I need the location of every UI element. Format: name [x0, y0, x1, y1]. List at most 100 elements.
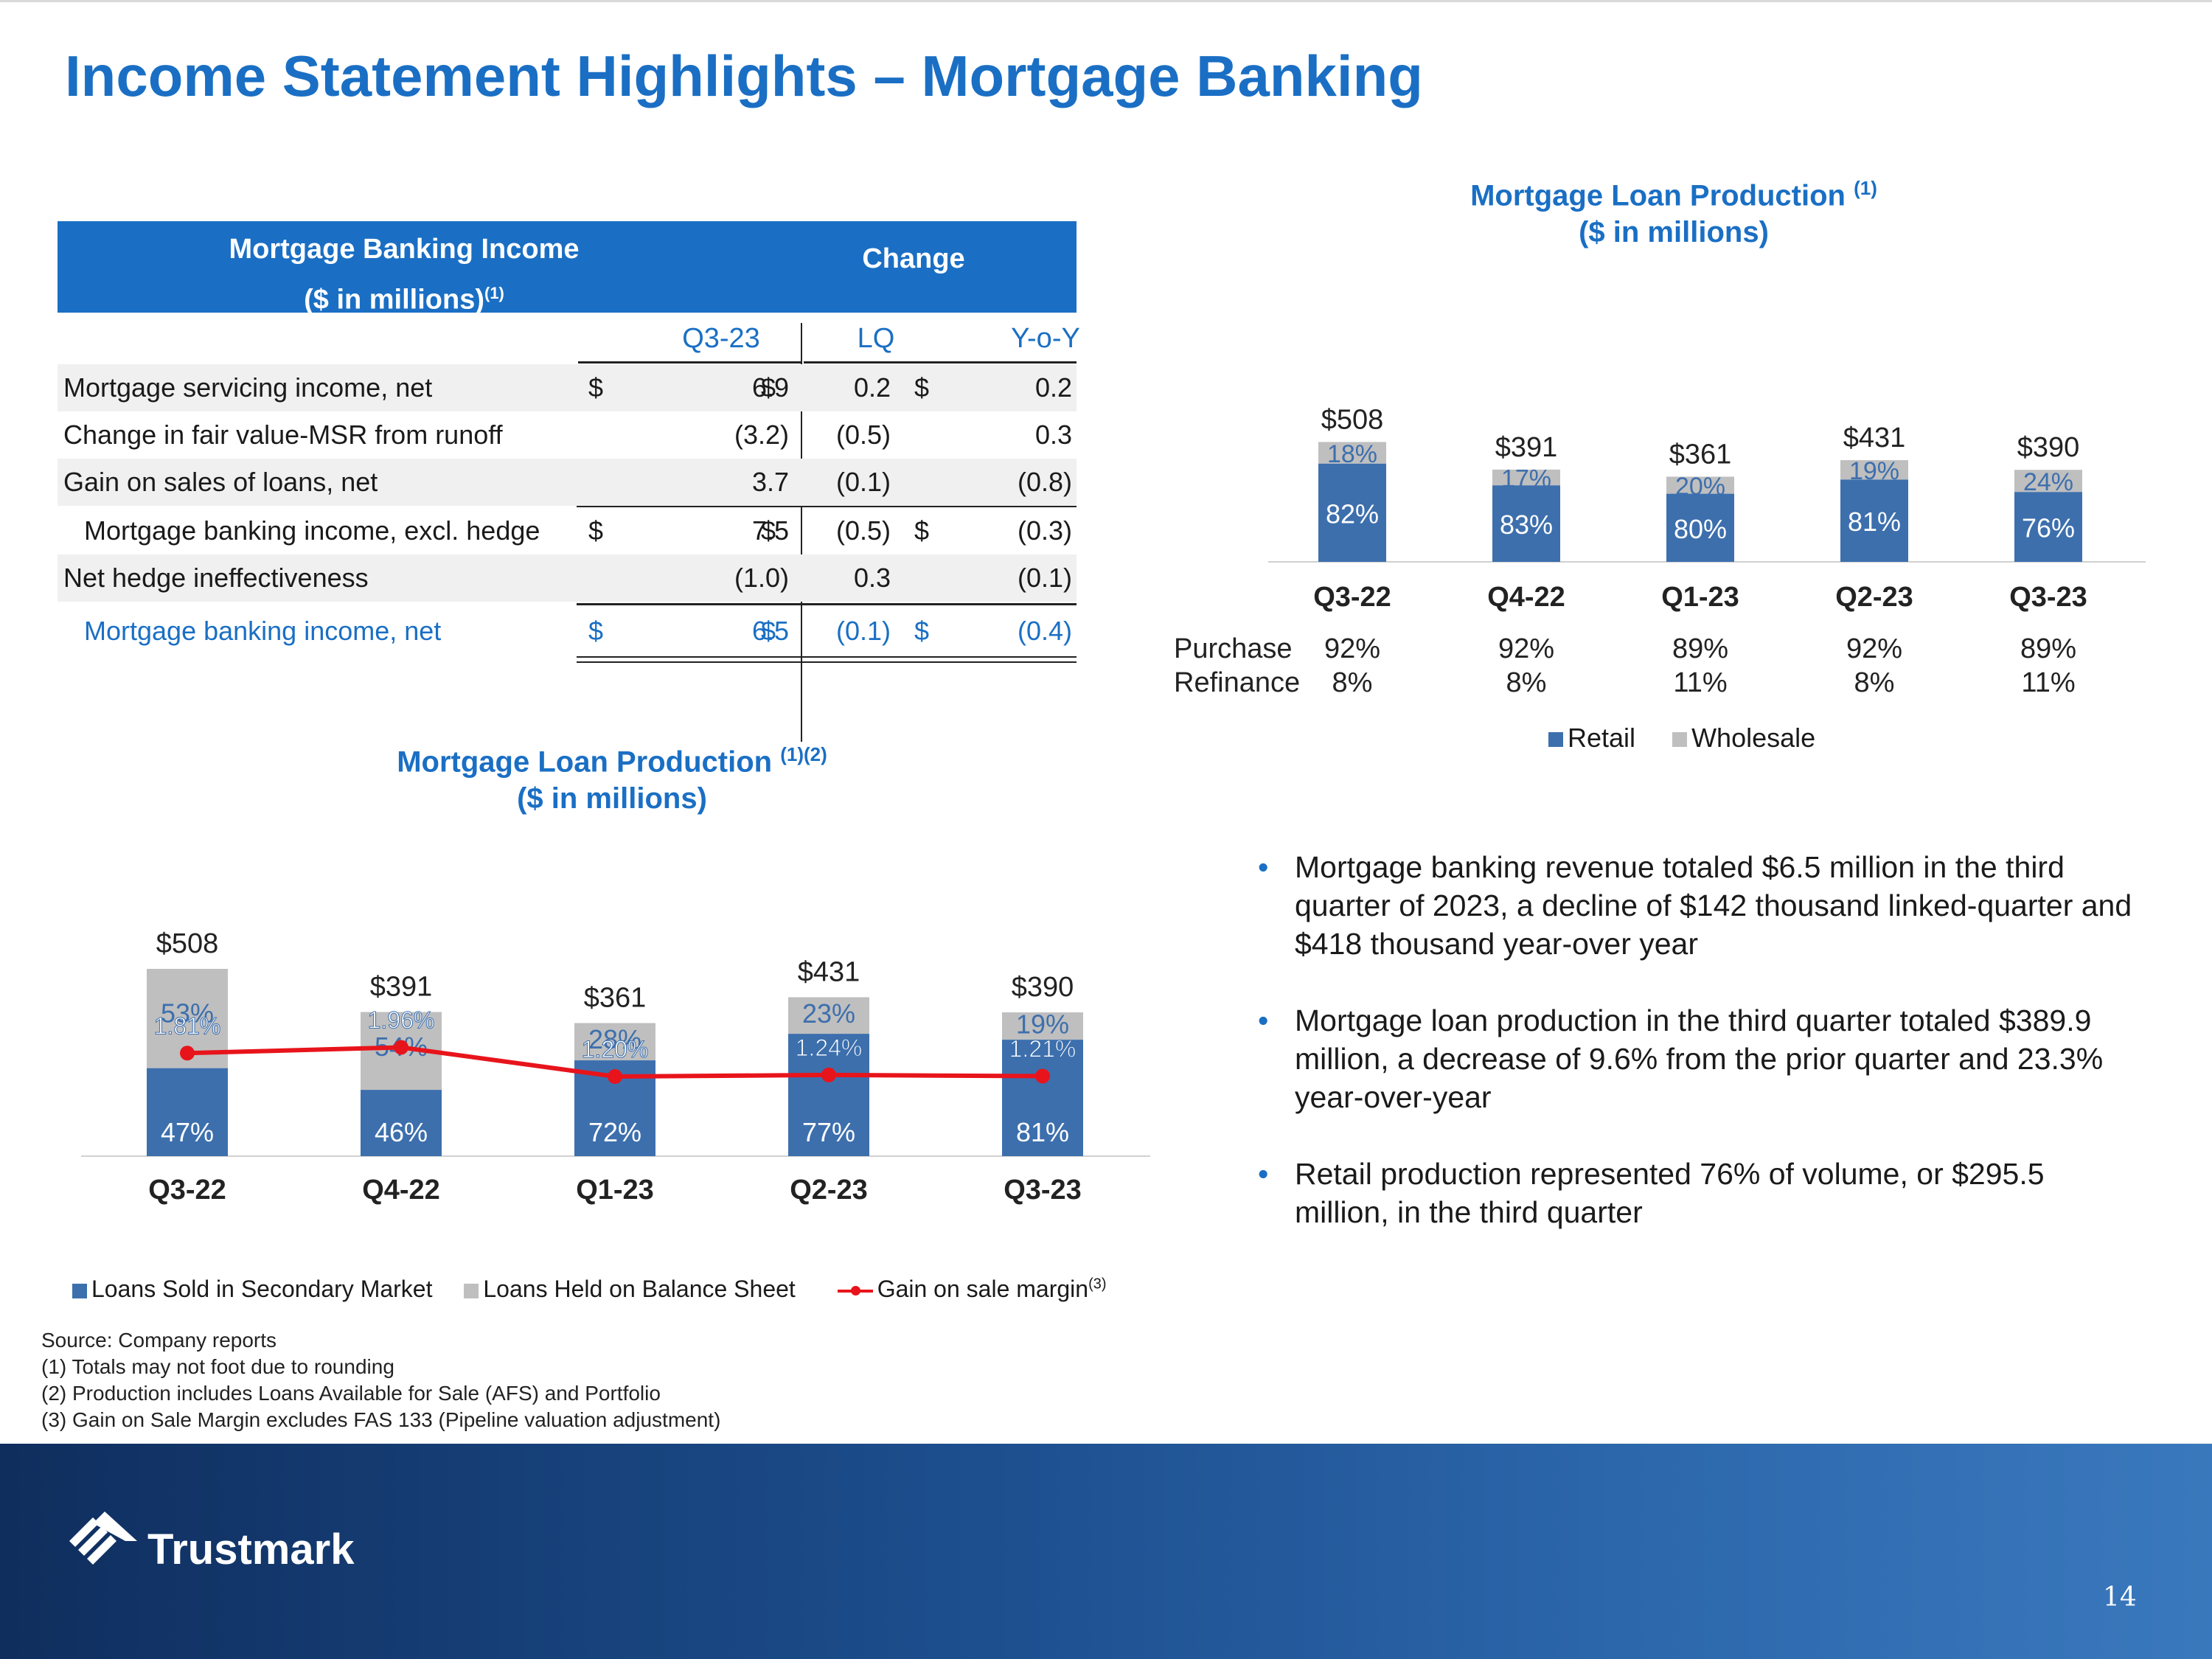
margin-point	[394, 1040, 408, 1055]
purchase-value: 92%	[1324, 633, 1380, 664]
data-label-total: $431	[798, 957, 860, 988]
row-label: Change in fair value-MSR from runoff	[63, 420, 503, 450]
dollar-sign: $	[914, 515, 930, 546]
margin-label: 1.20%	[582, 1036, 649, 1062]
x-tick-label: Q3-22	[1313, 582, 1391, 613]
x-tick-label: Q4-22	[1487, 582, 1565, 613]
dollar-sign: $	[761, 515, 776, 546]
production-chart-legend: Loans Sold in Secondary Market Loans Hel…	[72, 1276, 1107, 1303]
refinance-value: 11%	[2021, 667, 2075, 698]
table-row: Mortgage banking income, excl. hedge $ 7…	[58, 507, 1077, 554]
column-separator	[801, 323, 802, 742]
data-label-total: $508	[156, 928, 219, 959]
data-label-total: $391	[1495, 432, 1558, 463]
page-title: Income Statement Highlights – Mortgage B…	[65, 44, 1423, 108]
footnote: (3) Gain on Sale Margin excludes FAS 133…	[41, 1408, 721, 1431]
dollar-sign: $	[588, 616, 604, 646]
row-label: Mortgage banking income, excl. hedge	[84, 515, 540, 546]
retail-chart-title-sup: (1)	[1854, 177, 1877, 199]
row-label: Mortgage servicing income, net	[63, 372, 433, 403]
table-header-title-line2: ($ in millions)	[304, 284, 484, 316]
double-underline	[577, 656, 1077, 663]
bar-wholesale	[1318, 442, 1386, 464]
footnote: Source: Company reports	[41, 1329, 277, 1352]
col-rule-q	[578, 361, 801, 364]
x-tick-label: Q1-23	[576, 1175, 654, 1206]
x-tick-label: Q1-23	[1661, 582, 1739, 613]
data-label-total: $508	[1321, 404, 1384, 435]
table-row: Gain on sales of loans, net 3.7 (0.1) (0…	[58, 459, 1077, 506]
retail-chart-legend: Retail Wholesale	[1548, 723, 1815, 754]
retail-chart-title-text: Mortgage Loan Production	[1470, 179, 1846, 212]
lq-value: 0.2	[853, 372, 891, 403]
q3-23-value: 6.5	[751, 616, 789, 646]
top-rule	[0, 0, 2212, 2]
purchase-value: 92%	[1846, 633, 1902, 664]
bar-wholesale	[2014, 470, 2082, 493]
bullet-text: Mortgage banking revenue totaled $6.5 mi…	[1295, 850, 2132, 961]
table-header-title-line1: Mortgage Banking Income	[229, 234, 580, 265]
data-label-retail: 76%	[2022, 513, 2075, 543]
table-header-title: Mortgage Banking Income ($ in millions)(…	[58, 227, 751, 322]
margin-point	[821, 1067, 836, 1082]
data-label-sold: 81%	[1016, 1117, 1069, 1147]
bullet-list: • Mortgage banking revenue totaled $6.5 m…	[1253, 848, 2138, 1270]
x-tick-label: Q3-23	[1004, 1175, 1082, 1206]
legend-swatch-retail	[1548, 732, 1563, 748]
bar-sold	[1002, 1040, 1083, 1156]
data-label-retail: 82%	[1326, 498, 1379, 529]
data-label-wholesale: 19%	[1849, 457, 1899, 485]
subtotal-rule	[577, 506, 1077, 507]
yoy-value: 0.3	[1034, 420, 1072, 450]
data-label-total: $361	[584, 983, 647, 1014]
col-header-lq: LQ	[857, 323, 895, 354]
purchase-label: Purchase	[1174, 633, 1293, 664]
footnotes: Source: Company reports (1) Totals may n…	[41, 1327, 720, 1433]
legend-label-margin: Gain on sale margin	[877, 1276, 1089, 1302]
q3-23-value: 7.5	[751, 515, 789, 546]
dollar-sign: $	[914, 616, 930, 646]
logo-text: Trustmark	[147, 1526, 355, 1573]
bar-retail	[1666, 493, 1734, 562]
bullet-text: Mortgage loan production in the third qu…	[1295, 1004, 2104, 1114]
dollar-sign: $	[588, 515, 604, 546]
bullet-text: Retail production represented 76% of vol…	[1295, 1157, 2045, 1229]
q3-23-value: (3.2)	[734, 420, 789, 450]
lq-value: 0.3	[853, 563, 891, 593]
row-label: Net hedge ineffectiveness	[63, 563, 369, 593]
total-rule	[577, 603, 1077, 605]
bar-held	[574, 1023, 655, 1061]
bullet-item: • Retail production represented 76% of vo…	[1258, 1157, 2045, 1229]
x-tick-label: Q3-23	[2009, 582, 2087, 613]
refinance-value: 8%	[1332, 667, 1373, 698]
bar-sold	[361, 1090, 442, 1156]
lq-value: (0.1)	[835, 616, 891, 646]
purchase-value: 89%	[2020, 633, 2076, 664]
q3-23-value: (1.0)	[734, 563, 789, 593]
margin-label: 1.96%	[368, 1006, 435, 1033]
data-label-retail: 83%	[1500, 509, 1553, 540]
bar-retail	[1840, 479, 1908, 562]
data-label-retail: 81%	[1848, 507, 1901, 537]
production-chart-subtitle: ($ in millions)	[517, 782, 707, 815]
legend-label-wholesale: Wholesale	[1691, 723, 1816, 753]
margin-label: 1.21%	[1009, 1035, 1077, 1062]
bullet-item: • Mortgage banking revenue totaled $6.5 m…	[1258, 850, 2132, 961]
bar-wholesale	[1492, 469, 1560, 486]
margin-point	[608, 1069, 622, 1084]
refinance-value: 8%	[1854, 667, 1895, 698]
legend-label-held: Loans Held on Balance Sheet	[483, 1276, 796, 1302]
lq-value: (0.5)	[835, 420, 891, 450]
trustmark-logo-icon	[69, 1512, 137, 1565]
legend-swatch-wholesale	[1672, 732, 1688, 748]
legend-margin-sup: (3)	[1088, 1276, 1107, 1293]
purchase-value: 89%	[1672, 633, 1728, 664]
legend-swatch-held	[464, 1283, 479, 1298]
data-label-held: 53%	[161, 998, 214, 1029]
x-tick-label: Q4-22	[362, 1175, 440, 1206]
footer-band	[0, 1444, 2212, 1659]
bar-retail	[1318, 463, 1386, 562]
row-label: Gain on sales of loans, net	[63, 467, 378, 497]
col-rule-change	[804, 361, 1077, 364]
refinance-label: Refinance	[1174, 667, 1300, 698]
